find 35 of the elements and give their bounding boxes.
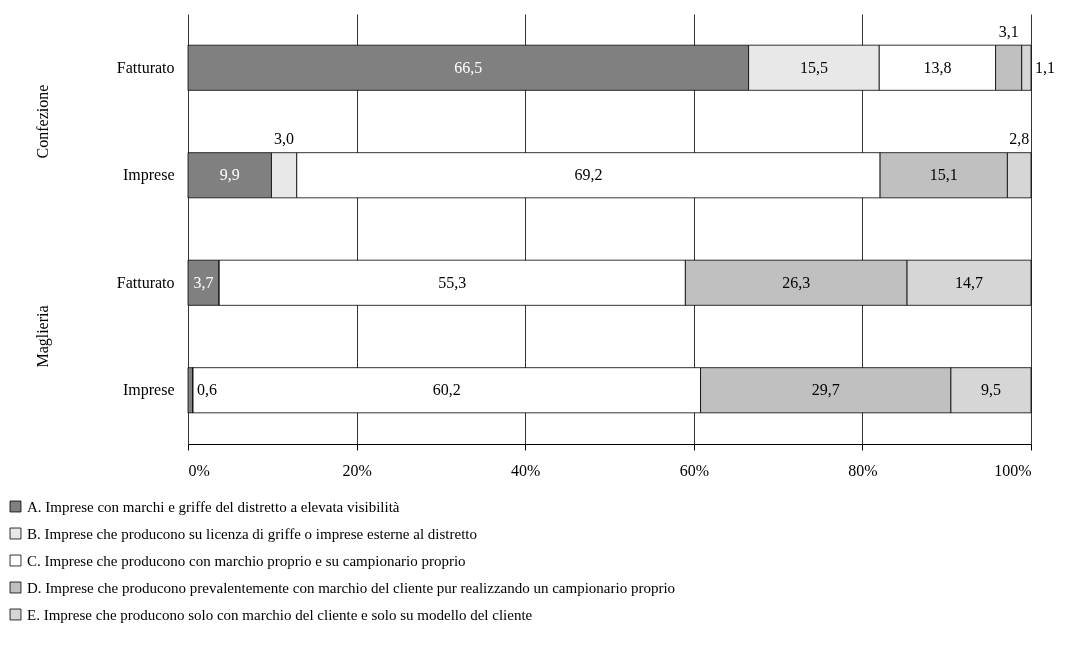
legend-label: C. Imprese che producono con marchio proprio e su campionario proprio bbox=[27, 552, 466, 569]
x-tick-label: 80% bbox=[848, 461, 878, 479]
x-tick-label: 40% bbox=[511, 461, 541, 479]
data-label: 1,1 bbox=[1035, 58, 1055, 76]
data-label: 9,9 bbox=[219, 166, 240, 184]
data-label: 13,8 bbox=[923, 58, 952, 76]
y-tick-label: Imprese bbox=[122, 381, 175, 400]
data-label: 69,2 bbox=[574, 166, 603, 184]
data-label: 66,5 bbox=[454, 58, 483, 76]
data-label: 3,1 bbox=[998, 22, 1019, 40]
legend-label: B. Imprese che producono su licenza di griffe o imprese esterne al distretto bbox=[27, 525, 477, 542]
data-label: 0,6 bbox=[197, 381, 218, 399]
data-label: 15,1 bbox=[929, 166, 958, 184]
data-label: 9,5 bbox=[980, 381, 1001, 399]
data-label: 14,7 bbox=[955, 273, 984, 291]
data-label: 2,8 bbox=[1009, 130, 1030, 148]
data-label: 29,7 bbox=[811, 381, 840, 399]
data-label: 55,3 bbox=[438, 273, 467, 291]
text: Maglieria bbox=[34, 305, 52, 368]
data-label: 3,0 bbox=[274, 130, 295, 148]
y-tick-label: Fatturato bbox=[116, 58, 175, 76]
x-tick-label: 0% bbox=[188, 461, 210, 479]
data-label: 3,7 bbox=[193, 273, 214, 291]
y-tick-label: Fatturato bbox=[116, 273, 175, 291]
text: Confezione bbox=[34, 84, 51, 159]
data-label: 15,5 bbox=[799, 58, 828, 76]
data-label: 26,3 bbox=[782, 273, 811, 291]
legend-label: A. Imprese con marchi e griffe del distretto a elevata visibilità bbox=[27, 498, 400, 515]
x-tick-label: 60% bbox=[679, 461, 709, 479]
x-tick-label: 100% bbox=[994, 461, 1032, 479]
data-label: 60,2 bbox=[432, 381, 461, 399]
y-tick-label: Imprese bbox=[122, 166, 175, 185]
x-tick-label: 20% bbox=[342, 461, 372, 479]
legend-label: D. Imprese che producono prevalentemente con marchio del cliente pur realizzando un campionario proprio bbox=[27, 579, 676, 596]
legend-label: E. Imprese che producono solo con marchio del cliente e solo su modello del cliente bbox=[27, 606, 533, 623]
